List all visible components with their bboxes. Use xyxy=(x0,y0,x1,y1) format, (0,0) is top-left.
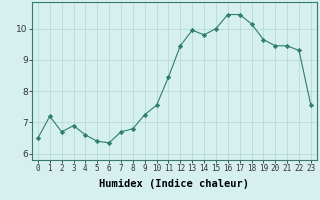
X-axis label: Humidex (Indice chaleur): Humidex (Indice chaleur) xyxy=(100,179,249,189)
